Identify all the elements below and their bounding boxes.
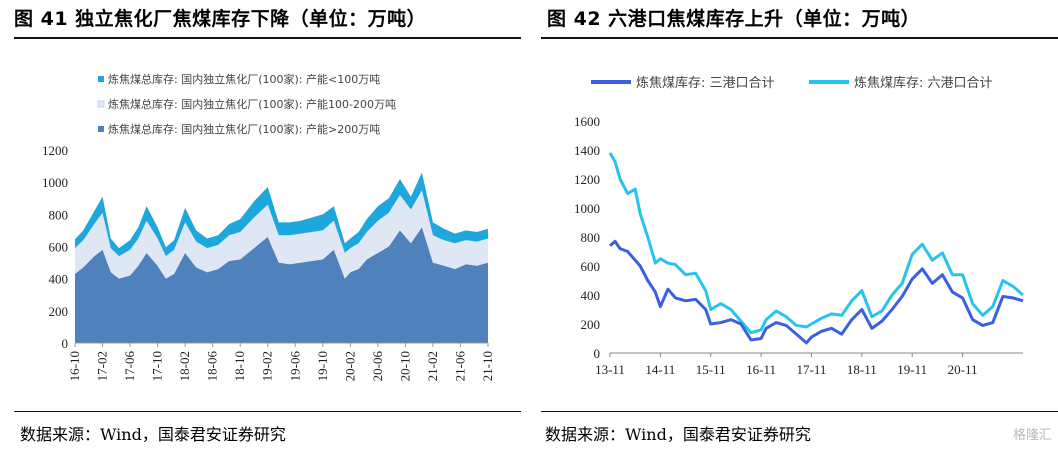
legend-label: 炼焦煤总库存: 国内独立焦化厂(100家): 产能100-200万吨 <box>108 97 396 111</box>
legend-swatch <box>97 100 105 108</box>
legend-label: 炼焦煤库存: 三港口合计 <box>636 75 775 91</box>
right-chart: 炼焦煤库存: 三港口合计 炼焦煤库存: 六港口合计 0 200 400 600 800 100… <box>574 75 1024 377</box>
legend-swatch <box>98 76 104 82</box>
left-source-rule <box>14 411 521 412</box>
x-tick-label: 13-11 <box>595 362 625 377</box>
right-panel: 图 42 六港口焦煤库存上升（单位：万吨） 炼焦煤库存: 三港口合计 炼焦煤库存:… <box>539 0 1058 449</box>
y-tick-label: 200 <box>49 304 69 319</box>
y-tick-label: 1000 <box>42 175 68 190</box>
y-tick-label: 1400 <box>574 143 600 158</box>
x-tick-label: 21-10 <box>480 351 495 381</box>
y-tick-label: 1600 <box>574 114 600 129</box>
area-series-1 <box>75 190 488 279</box>
legend-swatch <box>98 126 104 132</box>
watermark-logo: 格隆汇 <box>1012 428 1052 443</box>
x-tick-label: 21-06 <box>452 351 467 382</box>
right-source-note: 数据来源：Wind，国泰君安证券研究 <box>545 425 811 444</box>
y-tick-label: 0 <box>594 346 601 361</box>
right-chart-title: 图 42 六港口焦煤库存上升（单位：万吨） <box>547 8 921 30</box>
x-tick-label: 16-10 <box>67 351 82 381</box>
left-source-note: 数据来源：Wind，国泰君安证券研究 <box>20 425 286 444</box>
x-tick-label: 19-06 <box>287 351 302 382</box>
line-series-0 <box>609 239 1024 345</box>
x-tick-label: 17-11 <box>797 362 827 377</box>
x-tick-label: 19-10 <box>315 351 330 381</box>
x-tick-label: 14-11 <box>645 362 675 377</box>
x-tick-label: 20-11 <box>948 362 978 377</box>
y-tick-label: 1200 <box>42 143 68 158</box>
area-series-2 <box>75 172 488 257</box>
left-chart-title: 图 41 独立焦化厂焦煤库存下降（单位：万吨） <box>14 8 427 30</box>
y-tick-label: 1200 <box>574 172 600 187</box>
x-tick-label: 18-11 <box>847 362 877 377</box>
right-source-rule <box>541 411 1058 412</box>
y-tick-label: 800 <box>581 230 601 245</box>
x-tick-label: 17-10 <box>150 351 165 381</box>
y-tick-label: 600 <box>581 259 601 274</box>
y-tick-label: 800 <box>49 207 69 222</box>
x-tick-label: 18-06 <box>205 351 220 382</box>
x-tick-label: 19-02 <box>260 351 275 381</box>
legend-label: 炼焦煤总库存: 国内独立焦化厂(100家): 产能<100万吨 <box>108 72 380 86</box>
y-tick-label: 400 <box>581 288 601 303</box>
x-tick-label: 18-02 <box>177 351 192 381</box>
right-title-rule <box>541 37 1058 39</box>
left-panel: 图 41 独立焦化厂焦煤库存下降（单位：万吨） 炼焦煤总库存: 国内独立焦化厂(… <box>0 0 521 449</box>
legend-label: 炼焦煤总库存: 国内独立焦化厂(100家): 产能>200万吨 <box>108 122 380 136</box>
y-tick-label: 1000 <box>574 201 600 216</box>
x-tick-label: 18-10 <box>232 351 247 381</box>
x-tick-label: 20-06 <box>370 351 385 382</box>
x-tick-label: 15-11 <box>696 362 726 377</box>
x-tick-label: 21-02 <box>425 351 440 381</box>
x-tick-label: 17-06 <box>122 351 137 382</box>
x-tick-label: 19-11 <box>897 362 927 377</box>
x-tick-label: 17-02 <box>95 351 110 381</box>
y-tick-label: 200 <box>581 317 601 332</box>
y-tick-label: 600 <box>49 240 69 255</box>
x-tick-label: 20-10 <box>397 351 412 381</box>
y-tick-label: 0 <box>62 336 69 351</box>
x-tick-label: 20-02 <box>342 351 357 381</box>
x-tick-label: 16-11 <box>746 362 776 377</box>
y-tick-label: 400 <box>49 272 69 287</box>
legend-label: 炼焦煤库存: 六港口合计 <box>854 75 993 91</box>
left-title-rule <box>14 37 521 39</box>
area-series-0 <box>75 227 488 343</box>
line-series-1 <box>608 152 1024 335</box>
